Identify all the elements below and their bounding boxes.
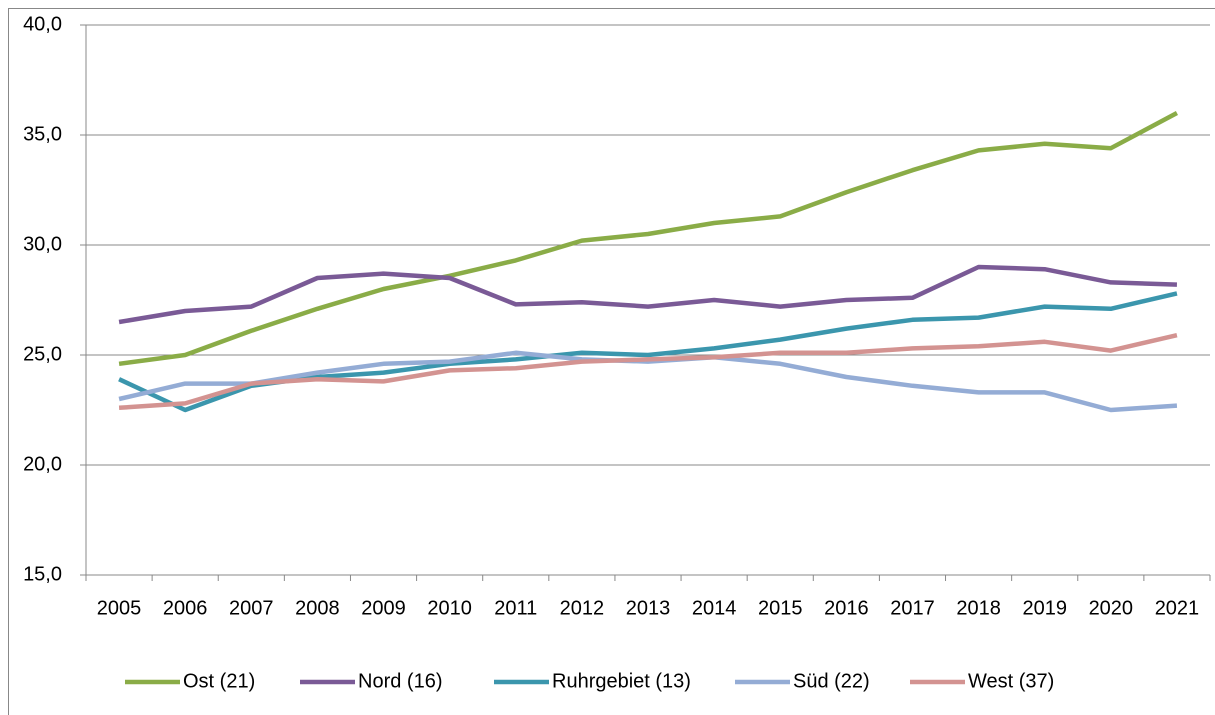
x-tick-label: 2019	[1022, 597, 1067, 619]
y-tick-label: 30,0	[23, 233, 62, 255]
x-tick-label: 2017	[890, 597, 935, 619]
x-tick-label: 2010	[427, 597, 472, 619]
x-tick-label: 2014	[692, 597, 737, 619]
series-line	[118, 111, 1178, 367]
legend-label: Nord (16)	[358, 670, 442, 692]
x-tick-label: 2018	[956, 597, 1001, 619]
legend-label: Ruhrgebiet (13)	[552, 670, 691, 692]
x-tick-label: 2006	[163, 597, 208, 619]
x-tick-label: 2013	[626, 597, 671, 619]
x-tick-label: 2011	[494, 597, 537, 619]
y-tick-label: 20,0	[23, 453, 62, 475]
legend-label: West (37)	[968, 670, 1054, 692]
x-tick-label: 2021	[1155, 597, 1200, 619]
x-tick-label: 2020	[1089, 597, 1134, 619]
legend-label: Ost (21)	[183, 670, 255, 692]
x-tick-label: 2016	[824, 597, 869, 619]
y-tick-label: 40,0	[23, 13, 62, 35]
x-tick-label: 2012	[560, 597, 605, 619]
x-tick-label: 2005	[97, 597, 142, 619]
y-tick-label: 25,0	[23, 343, 62, 365]
series-line	[118, 264, 1178, 325]
x-tick-label: 2009	[361, 597, 406, 619]
x-tick-label: 2008	[295, 597, 340, 619]
y-tick-label: 35,0	[23, 123, 62, 145]
y-tick-label: 15,0	[23, 563, 62, 585]
x-tick-label: 2015	[758, 597, 803, 619]
x-tick-label: 2007	[229, 597, 274, 619]
series-line	[118, 333, 1178, 411]
legend-label: Süd (22)	[793, 670, 870, 692]
